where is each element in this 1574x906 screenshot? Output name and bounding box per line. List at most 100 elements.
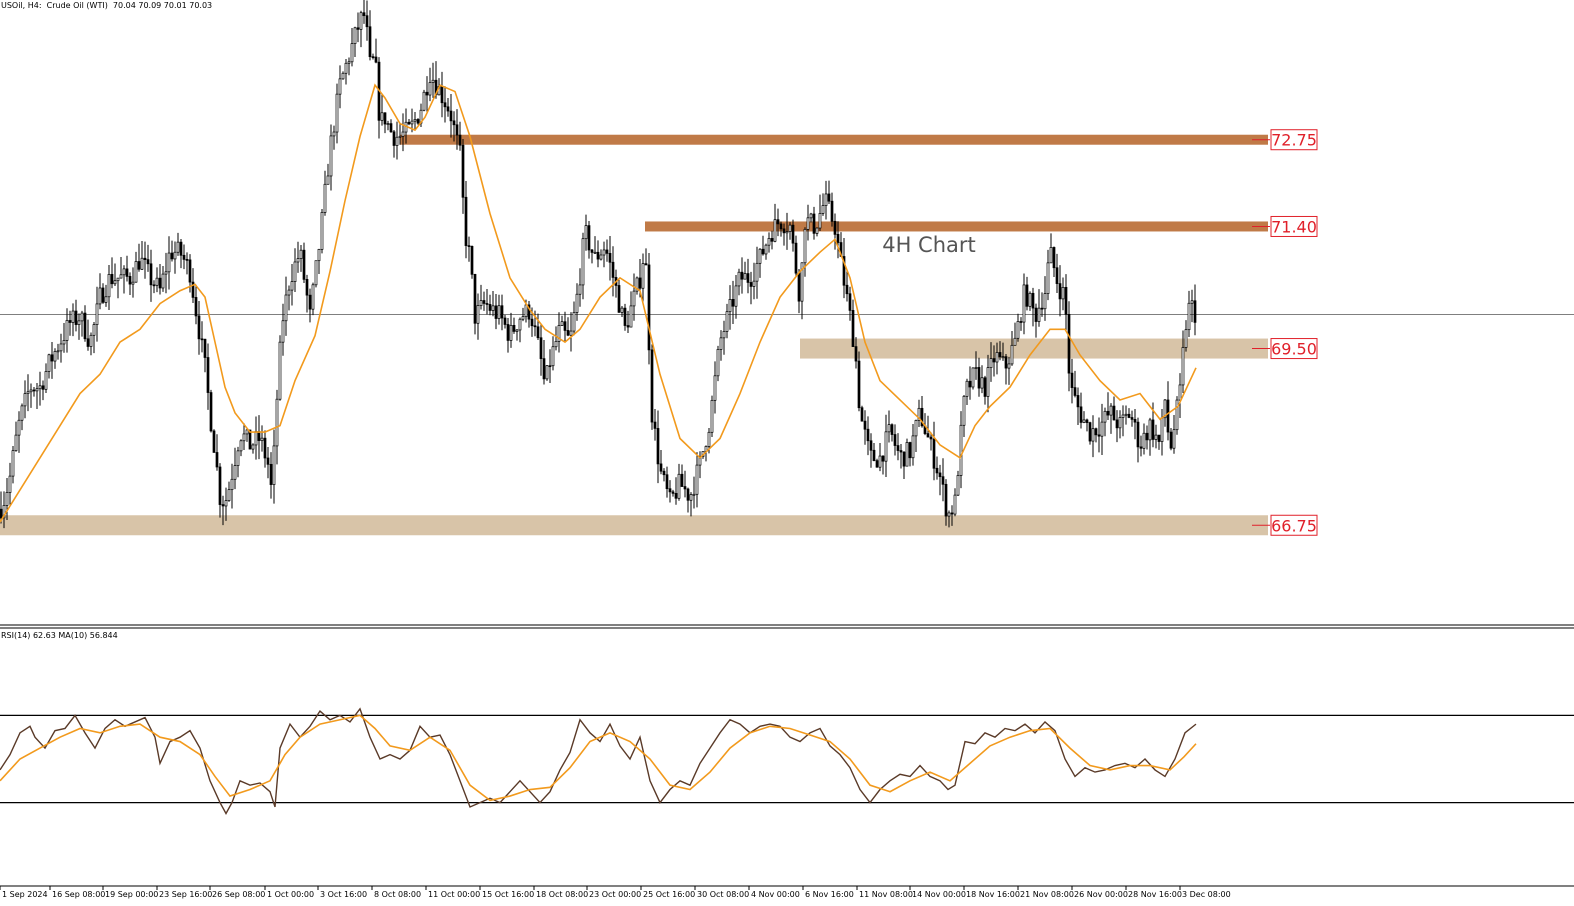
candle-body [710, 399, 714, 433]
candle-body [671, 491, 675, 494]
x-tick-label: 25 Oct 16:00 [643, 890, 695, 899]
candle-body [362, 12, 366, 17]
candle-body [1103, 410, 1107, 423]
candle-body [146, 259, 150, 265]
candle-body [1097, 434, 1101, 437]
candle-body [599, 254, 603, 260]
candle-body [215, 452, 219, 468]
candle-body [374, 56, 378, 63]
candle-body [485, 303, 489, 305]
candle-body [26, 391, 30, 395]
x-tick-label: 30 Oct 08:00 [697, 890, 749, 899]
candle-body [878, 455, 882, 468]
candle-body [812, 213, 816, 234]
candle-body [113, 280, 117, 285]
candle-body [197, 315, 201, 340]
candle-body [902, 451, 906, 467]
candle-body [284, 294, 288, 322]
candle-body [134, 261, 138, 283]
candle-body [638, 277, 642, 289]
candle-body [464, 196, 468, 246]
candle-body [689, 494, 693, 501]
candle-body [779, 223, 783, 230]
candle-body [413, 119, 417, 122]
candle-body [497, 305, 501, 319]
candle-body [218, 466, 222, 505]
candle-body [587, 225, 591, 251]
candle-body [1106, 410, 1110, 416]
candle-body [1181, 347, 1185, 386]
candle-body [401, 131, 405, 137]
candle-body [848, 293, 852, 311]
candle-body [1178, 384, 1182, 401]
candle-body [260, 437, 264, 441]
candle-body [665, 474, 669, 490]
candle-body [938, 472, 942, 478]
candle-body [1070, 372, 1074, 388]
candle-body [1073, 387, 1077, 396]
candle-body [836, 234, 840, 243]
candle-body [1169, 431, 1173, 449]
support-zone [0, 515, 1268, 536]
candle-body [335, 93, 339, 133]
candle-body [866, 428, 870, 442]
candle-body [935, 467, 939, 474]
candle-body [452, 120, 456, 126]
candle-body [860, 407, 864, 422]
candle-body [1175, 399, 1179, 431]
candle-body [992, 358, 996, 363]
candle-body [881, 455, 885, 462]
candle-body [581, 238, 585, 286]
candle-body [1184, 329, 1188, 348]
level-label: 72.75 [1271, 131, 1317, 150]
rsi-series-line [0, 707, 1197, 815]
candle-body [224, 500, 228, 507]
candle-body [278, 341, 282, 400]
candle-body [50, 354, 54, 362]
candle-body [713, 375, 717, 401]
candle-body [266, 457, 270, 465]
candle-body [1115, 419, 1119, 429]
candle-body [389, 123, 393, 133]
x-tick-label: 19 Sep 00:00 [105, 890, 158, 899]
candle-body [299, 249, 303, 259]
candle-body [1004, 356, 1008, 369]
candle-body [203, 338, 207, 358]
candle-body [842, 256, 846, 286]
candle-body [1064, 287, 1068, 315]
x-tick-label: 3 Oct 16:00 [320, 890, 367, 899]
candle-body [815, 227, 819, 234]
candle-body [131, 281, 135, 285]
candle-body [845, 284, 849, 295]
candle-body [350, 43, 354, 63]
candle-body [989, 358, 993, 368]
candle-body [656, 428, 660, 465]
candle-body [236, 450, 240, 466]
candle-body [1130, 417, 1134, 420]
candle-body [428, 82, 432, 96]
candle-body [893, 434, 897, 446]
candle-body [518, 318, 522, 331]
candle-body [347, 61, 351, 64]
candle-body [8, 475, 12, 493]
candle-body [776, 219, 780, 225]
candle-body [1085, 419, 1089, 423]
candle-body [698, 456, 702, 466]
candle-body [986, 367, 990, 397]
candle-body [530, 318, 534, 327]
candle-body [386, 123, 390, 125]
candle-body [281, 320, 285, 343]
candle-body [1076, 395, 1080, 408]
candle-body [5, 492, 9, 506]
candle-body [1172, 429, 1176, 449]
candle-body [1037, 307, 1041, 322]
candle-body [560, 321, 564, 326]
candle-body [68, 320, 72, 323]
candle-body [467, 245, 471, 247]
x-tick-label: 26 Sep 08:00 [212, 890, 265, 899]
candle-body [17, 419, 21, 436]
candle-body [35, 388, 39, 392]
candle-body [209, 392, 213, 432]
candle-body [818, 213, 822, 229]
candle-body [2, 505, 6, 519]
